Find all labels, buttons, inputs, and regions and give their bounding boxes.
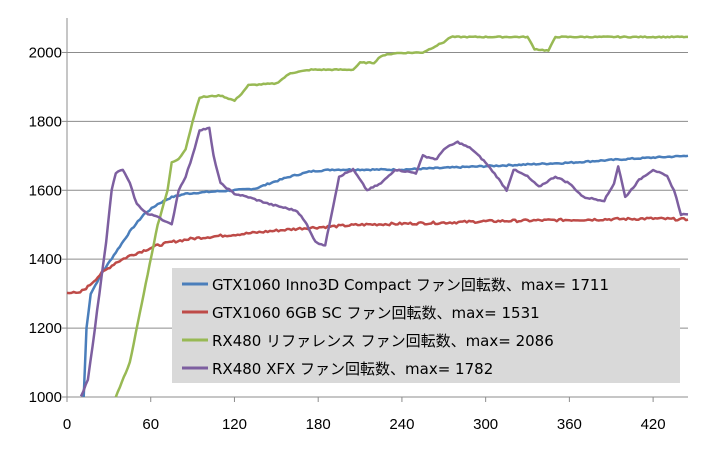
series-line-2 [114,35,688,398]
legend-box [172,268,680,383]
y-tick-label: 1400 [29,251,62,268]
y-tick-labels: 1000 1200 1400 1600 1800 2000 [29,44,62,406]
axes [62,18,688,402]
y-tick-label: 1000 [29,389,62,406]
legend-entry-0: GTX1060 Inno3D Compact ファン回転数、max= 1711 [212,276,609,294]
x-tick-label: 180 [306,416,331,433]
legend: GTX1060 Inno3D Compact ファン回転数、max= 1711 G… [172,268,680,383]
x-tick-label: 360 [557,416,582,433]
x-tick-label: 240 [389,416,414,433]
x-tick-label: 60 [142,416,159,433]
x-tick-label: 120 [222,416,247,433]
y-tick-label: 1800 [29,113,62,130]
series-line-1 [66,216,689,295]
y-tick-label: 1600 [29,182,62,199]
series-line-3 [79,126,689,397]
x-tick-label: 420 [641,416,666,433]
y-tick-label: 2000 [29,44,62,61]
y-tick-label: 1200 [29,320,62,337]
legend-entry-2: RX480 リファレンス ファン回転数、max= 2086 [212,332,554,350]
legend-entry-3: RX480 XFX ファン回転数、max= 1782 [212,360,493,378]
series-line-0 [82,154,689,398]
series-lines [66,35,689,398]
legend-entry-1: GTX1060 6GB SC ファン回転数、max= 1531 [212,304,540,322]
x-tick-label: 0 [63,416,71,433]
x-tick-label: 300 [473,416,498,433]
x-tick-labels: 0 60 120 180 240 300 360 420 [63,416,666,433]
